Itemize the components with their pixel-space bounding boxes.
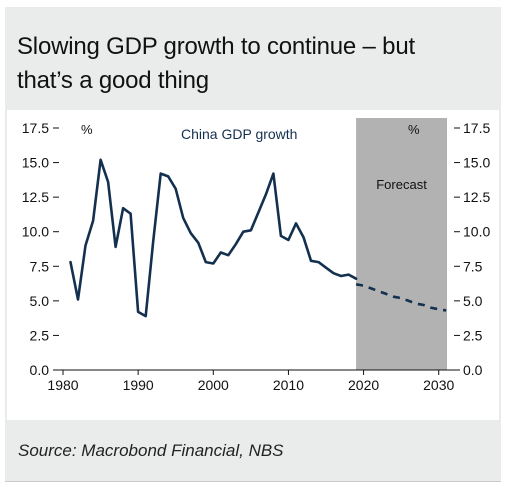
- y-tick-label-right: 15.0: [463, 155, 490, 171]
- y-tick-label-right: 10.0: [463, 224, 490, 240]
- forecast-band: [356, 118, 447, 370]
- series-title: China GDP growth: [181, 126, 297, 142]
- y-tick-label-right: 5.0: [463, 293, 483, 309]
- x-tick-label: 2000: [198, 377, 229, 393]
- series-line-forecast: [355, 283, 447, 312]
- y-tick-label-right: 0.0: [463, 362, 483, 378]
- y-tick-label-right: 2.5: [463, 327, 483, 343]
- y-tick-label-right: 12.5: [463, 189, 490, 205]
- chart-title: Slowing GDP growth to continue – but tha…: [17, 30, 487, 98]
- y-axis-right: 0.0 2.5 5.0 7.5 10.0 12.5 15.0 17.5: [454, 120, 490, 378]
- y-tick-label-left: 7.5: [30, 258, 50, 274]
- y-tick-label-left: 12.5: [22, 189, 49, 205]
- chart-plot: Forecast China GDP growth % % 0.0 2.5 5.0 7…: [7, 110, 499, 420]
- source-note: Source: Macrobond Financial, NBS: [18, 441, 284, 460]
- forecast-label: Forecast: [376, 177, 427, 192]
- y-unit-left: %: [81, 122, 93, 137]
- y-tick-label-right: 7.5: [463, 258, 483, 274]
- title-line-1: Slowing GDP growth to continue – but: [17, 33, 415, 60]
- y-tick-label-left: 5.0: [30, 293, 50, 309]
- x-tick-label: 2010: [273, 377, 304, 393]
- x-tick-label: 1990: [123, 377, 154, 393]
- x-tick-label: 2030: [423, 377, 454, 393]
- x-tick-label: 1980: [47, 377, 78, 393]
- series-line-actual: [69, 158, 358, 318]
- y-tick-label-left: 17.5: [22, 120, 49, 136]
- x-tick-label: 2020: [348, 377, 379, 393]
- y-tick-label-right: 17.5: [463, 120, 490, 136]
- y-tick-label-left: 2.5: [30, 327, 50, 343]
- y-axis-left: 0.0 2.5 5.0 7.5 10.0 12.5 15.0 17.5: [22, 120, 59, 378]
- y-tick-label-left: 10.0: [22, 224, 49, 240]
- title-line-2: that’s a good thing: [17, 67, 209, 94]
- y-tick-label-left: 15.0: [22, 155, 49, 171]
- y-unit-right: %: [408, 122, 420, 137]
- x-axis-ticks: 1980 1990 2000 2010 2020 2030: [47, 370, 455, 393]
- y-tick-label-left: 0.0: [30, 362, 50, 378]
